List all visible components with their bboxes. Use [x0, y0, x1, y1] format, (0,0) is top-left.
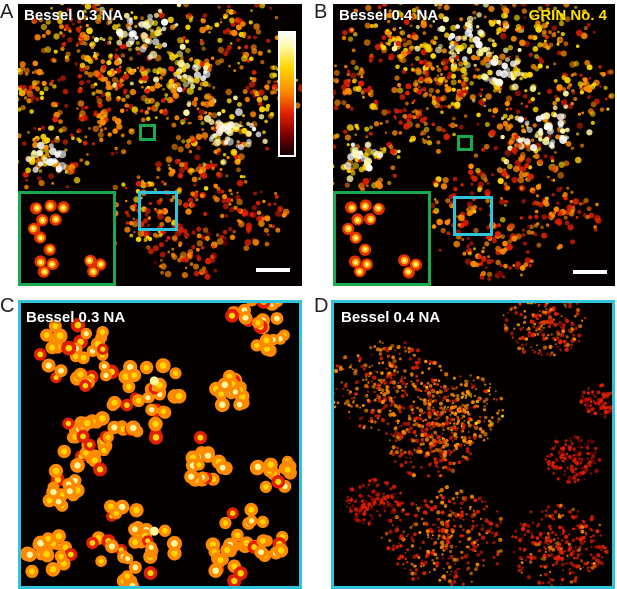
panel-d-image: Bessel 0.4 NA — [331, 300, 615, 589]
panel-a-title: Bessel 0.3 NA — [24, 7, 124, 24]
roi-cyan-box-b — [453, 196, 493, 236]
panel-letter-c: C — [0, 295, 15, 317]
panel-c-image: Bessel 0.3 NA — [18, 300, 302, 589]
panel-c-frame — [18, 300, 302, 589]
inset-b — [333, 191, 431, 286]
inset-b-micrograph — [342, 199, 423, 279]
panel-d-frame — [331, 300, 615, 589]
scale-bar-a — [256, 268, 290, 272]
panel-b-title: Bessel 0.4 NA — [339, 7, 439, 24]
grin-label: GRIN No. 4 — [528, 7, 607, 24]
colorbar — [278, 31, 296, 157]
panel-d-micrograph — [331, 300, 615, 587]
panel-letter-d: D — [314, 295, 329, 317]
panel-b-image: Bessel 0.4 NA GRIN No. 4 — [333, 4, 615, 286]
panel-c-micrograph — [20, 300, 297, 589]
panel-letter-a: A — [0, 1, 14, 23]
panel-c-title: Bessel 0.3 NA — [26, 309, 126, 326]
panel-a-image: Bessel 0.3 NA — [18, 4, 302, 286]
inset-a-micrograph — [27, 199, 107, 278]
panel-a-micrograph — [18, 4, 302, 280]
scale-bar-b — [573, 270, 607, 274]
roi-green-box-a — [139, 124, 156, 141]
roi-cyan-box-a — [138, 191, 178, 231]
panel-b-micrograph — [333, 4, 615, 281]
inset-a — [18, 191, 116, 286]
panel-d-title: Bessel 0.4 NA — [341, 309, 441, 326]
roi-green-box-b — [457, 135, 473, 151]
panel-letter-b: B — [314, 1, 328, 23]
